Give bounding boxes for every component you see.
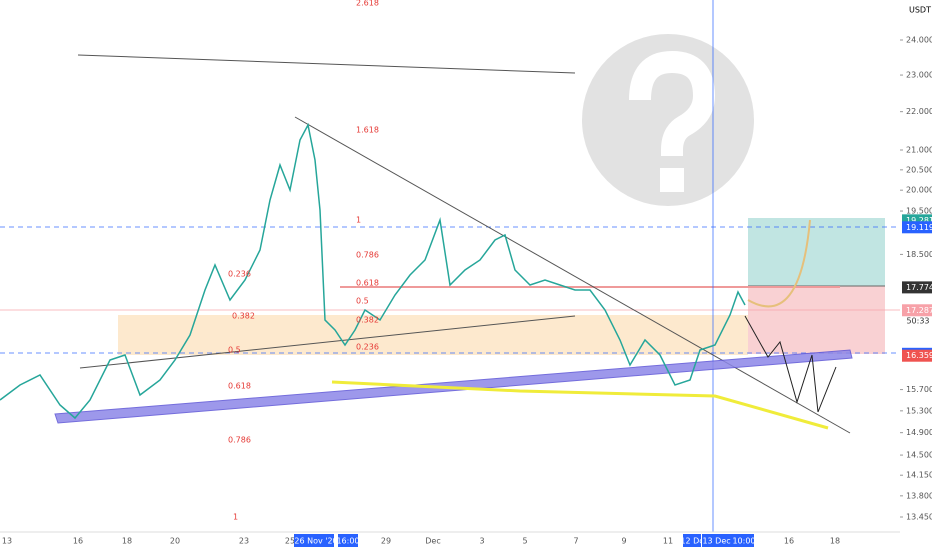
price-label: 15.700 bbox=[906, 385, 932, 394]
price-label: 20.500 bbox=[906, 165, 932, 174]
question-dot bbox=[660, 168, 684, 192]
price-tag bbox=[902, 221, 932, 234]
time-label: 12 Dc bbox=[680, 537, 703, 546]
time-label: 23 bbox=[239, 537, 249, 546]
time-label: 18 bbox=[122, 537, 132, 546]
price-tag-label: 17.287 bbox=[906, 306, 932, 315]
price-label: 22.000 bbox=[906, 107, 932, 116]
unit-label: USDT bbox=[909, 6, 931, 15]
price-tag bbox=[902, 349, 932, 362]
fib-label: 0.382 bbox=[232, 312, 255, 321]
fib-label: 0.382 bbox=[356, 316, 379, 325]
price-label: 14.150 bbox=[906, 471, 932, 480]
trendline bbox=[294, 116, 851, 434]
price-label: 20.000 bbox=[906, 186, 932, 195]
fib-label: 0.5 bbox=[356, 297, 369, 306]
fib-label: 1 bbox=[233, 513, 238, 522]
price-label: 15.300 bbox=[906, 406, 932, 415]
time-highlight bbox=[734, 534, 754, 547]
price-label: 19.500 bbox=[906, 207, 932, 216]
price-line bbox=[0, 122, 746, 420]
time-highlight bbox=[294, 534, 334, 547]
price-axis bbox=[900, 0, 932, 532]
price-tag bbox=[902, 281, 932, 294]
target-arc bbox=[747, 219, 811, 308]
fib-label: 0.5 bbox=[228, 346, 241, 355]
price-tag-label: 19.281 bbox=[906, 216, 932, 225]
projection bbox=[744, 315, 837, 413]
price-label: 13.800 bbox=[906, 491, 932, 500]
time-label: 13 Dec '20 bbox=[702, 537, 745, 546]
price-tag-label: 19.119 bbox=[906, 223, 932, 232]
countdown: 50:33 bbox=[906, 317, 929, 326]
price-label: 18.500 bbox=[906, 250, 932, 259]
time-highlight bbox=[683, 534, 701, 547]
fib-label: 1 bbox=[356, 216, 361, 225]
fib-label: 0.618 bbox=[356, 279, 379, 288]
yellow-path bbox=[331, 380, 829, 430]
time-label: 7 bbox=[573, 537, 578, 546]
time-label: 16:00 bbox=[336, 537, 359, 546]
trendline bbox=[77, 54, 576, 74]
fib-label: 0.786 bbox=[356, 251, 379, 260]
time-label: 18 bbox=[830, 537, 840, 546]
time-label: 26 Nov '20 bbox=[294, 537, 337, 546]
time-label: 16 bbox=[73, 537, 83, 546]
question-mark bbox=[629, 50, 716, 156]
time-label: 13 bbox=[2, 537, 12, 546]
time-label: 11 bbox=[663, 537, 673, 546]
time-label: 5 bbox=[522, 537, 527, 546]
profit-zone bbox=[748, 218, 885, 286]
price-tag-label: 17.774 bbox=[906, 283, 932, 292]
time-label: 10:00 bbox=[732, 537, 755, 546]
time-label: 20 bbox=[170, 537, 180, 546]
demand-zone bbox=[118, 315, 748, 355]
time-highlight bbox=[702, 534, 742, 547]
price-label: 14.500 bbox=[906, 451, 932, 460]
fib-label: 0.236 bbox=[228, 270, 251, 279]
time-label: 29 bbox=[381, 537, 391, 546]
price-label: 23.000 bbox=[906, 71, 932, 80]
time-label: 3 bbox=[479, 537, 484, 546]
time-label: 9 bbox=[621, 537, 626, 546]
price-tag bbox=[902, 304, 932, 317]
fib-label: 1.618 bbox=[356, 126, 379, 135]
price-tag-label: 16.359 bbox=[906, 351, 932, 360]
time-label: 25 bbox=[285, 537, 295, 546]
price-label: 13.450 bbox=[906, 513, 932, 522]
price-label: 24.000 bbox=[906, 36, 932, 45]
fib-label: 0.786 bbox=[228, 436, 251, 445]
loss-zone bbox=[748, 286, 885, 354]
fib-label: 2.618 bbox=[356, 0, 379, 8]
time-highlight bbox=[338, 534, 358, 547]
time-label: 16 bbox=[784, 537, 794, 546]
fib-label: 0.618 bbox=[228, 382, 251, 391]
fib-label: 0.236 bbox=[356, 343, 379, 352]
trendline bbox=[79, 315, 576, 369]
price-label: 14.900 bbox=[906, 428, 932, 437]
price-label: 21.000 bbox=[906, 145, 932, 154]
time-label: Dec bbox=[425, 537, 440, 546]
